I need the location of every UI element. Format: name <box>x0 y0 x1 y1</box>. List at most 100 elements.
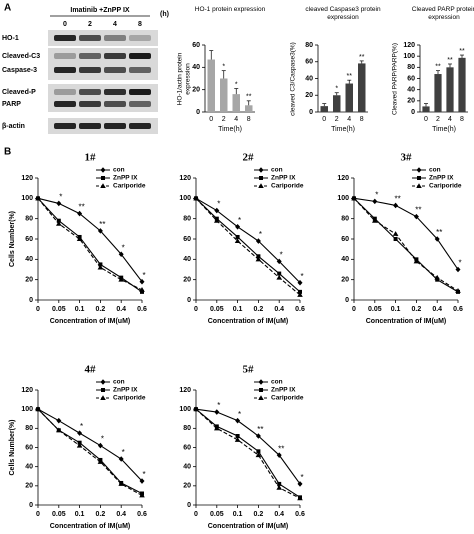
series-line <box>37 408 143 494</box>
y-tick-label: 100 <box>179 406 191 413</box>
blot-band <box>54 123 76 129</box>
series-line <box>195 408 301 485</box>
y-tick-label: 40 <box>183 464 191 471</box>
data-point <box>393 237 398 241</box>
significance-mark: ** <box>278 444 284 453</box>
legend-marker <box>100 395 106 400</box>
lane-label: 2 <box>88 21 92 28</box>
legend-label: Cariporide <box>271 183 304 190</box>
y-tick-label: 20 <box>192 87 200 94</box>
legend-marker <box>259 388 263 392</box>
y-tick-label: 0 <box>29 297 33 304</box>
y-axis-label: cleaved C3/Caspase3(%) <box>289 41 296 116</box>
significance-mark: * <box>238 216 241 225</box>
data-point <box>255 256 262 262</box>
blot-strip <box>48 118 158 134</box>
data-point <box>413 213 419 220</box>
significance-mark: * <box>300 272 303 281</box>
y-tick-label: 60 <box>25 444 33 451</box>
data-point <box>97 459 104 464</box>
chart-title: HO-1 protein expression <box>194 6 266 13</box>
blot-band <box>104 89 126 95</box>
blot-band <box>54 89 76 95</box>
significance-mark: ** <box>246 94 252 101</box>
y-tick-label: 100 <box>21 195 33 202</box>
y-tick-label: 120 <box>337 175 349 182</box>
blot-band <box>54 101 76 107</box>
data-point <box>139 278 145 285</box>
chart-title: 3# <box>401 152 413 164</box>
y-tick-label: 100 <box>337 195 349 202</box>
x-axis-label: Concentration of IM(uM) <box>208 318 289 325</box>
y-tick-label: 100 <box>179 195 191 202</box>
bar <box>333 95 341 112</box>
chart-title: cleaved Caspase3 protein expression <box>305 6 381 21</box>
blot-row-label: Cleaved-C3 <box>2 53 40 60</box>
data-point <box>76 442 83 448</box>
data-point <box>256 449 261 454</box>
blot-strip <box>48 48 158 80</box>
significance-mark: ** <box>436 228 442 237</box>
blot-row-label: Cleaved-P <box>2 89 36 96</box>
blot-band <box>54 35 76 41</box>
significance-mark: ** <box>394 195 400 204</box>
y-axis-label: Cleaved PARP/PARP(%) <box>391 42 398 115</box>
significance-mark: * <box>142 470 145 479</box>
chart-title: Cleaved PARP protein expression <box>411 6 474 21</box>
chart-title: 1# <box>85 152 97 164</box>
bar <box>220 78 228 112</box>
significance-mark: * <box>259 230 262 239</box>
data-point <box>97 442 103 449</box>
x-tick-label: 0.05 <box>52 511 66 518</box>
legend-label: con <box>113 379 125 386</box>
panel-label: A <box>4 3 11 14</box>
data-point <box>76 236 83 241</box>
x-tick-label: 0 <box>36 511 40 518</box>
data-point <box>255 452 262 458</box>
y-tick-label: 60 <box>341 236 349 243</box>
significance-mark: ** <box>99 220 105 229</box>
x-tick-label: 0.6 <box>453 306 463 313</box>
blot-band <box>129 67 151 73</box>
lane-label: 8 <box>138 21 142 28</box>
significance-mark: ** <box>447 57 453 64</box>
data-point <box>98 262 103 267</box>
data-point <box>139 287 145 292</box>
significance-mark: ** <box>459 48 465 55</box>
data-point <box>56 200 62 207</box>
blot-band <box>129 123 151 129</box>
y-tick-label: 20 <box>305 92 313 99</box>
legend-label: con <box>429 167 441 174</box>
chart-title: 5# <box>243 364 255 376</box>
legend-marker <box>100 167 106 173</box>
y-tick-label: 60 <box>183 236 191 243</box>
data-point <box>235 234 240 239</box>
x-tick-label: 4 <box>448 116 452 123</box>
lane-label: 4 <box>113 21 117 28</box>
significance-mark: * <box>458 259 461 268</box>
series-line <box>37 197 143 293</box>
series-line <box>195 197 301 296</box>
x-tick-label: 0.4 <box>274 306 284 313</box>
significance-mark: * <box>222 64 225 71</box>
legend-label: ZnPP IX <box>271 175 296 182</box>
data-point <box>297 481 303 487</box>
x-tick-label: 2 <box>222 116 226 123</box>
x-tick-label: 0.6 <box>295 511 305 518</box>
data-point <box>392 231 399 236</box>
data-point <box>97 228 103 234</box>
y-tick-label: 0 <box>411 109 415 116</box>
significance-mark: * <box>300 473 303 482</box>
data-point <box>276 258 282 265</box>
data-point <box>56 417 62 424</box>
series-line <box>195 197 301 293</box>
x-tick-label: 0.1 <box>75 306 85 313</box>
data-point <box>118 456 124 462</box>
y-axis-label: Cells Number(%) <box>9 419 16 475</box>
legend-label: Cariporide <box>271 395 304 402</box>
x-tick-label: 0.2 <box>412 306 422 313</box>
y-tick-label: 20 <box>25 277 33 284</box>
blot-band <box>129 101 151 107</box>
y-tick-label: 0 <box>187 502 191 509</box>
